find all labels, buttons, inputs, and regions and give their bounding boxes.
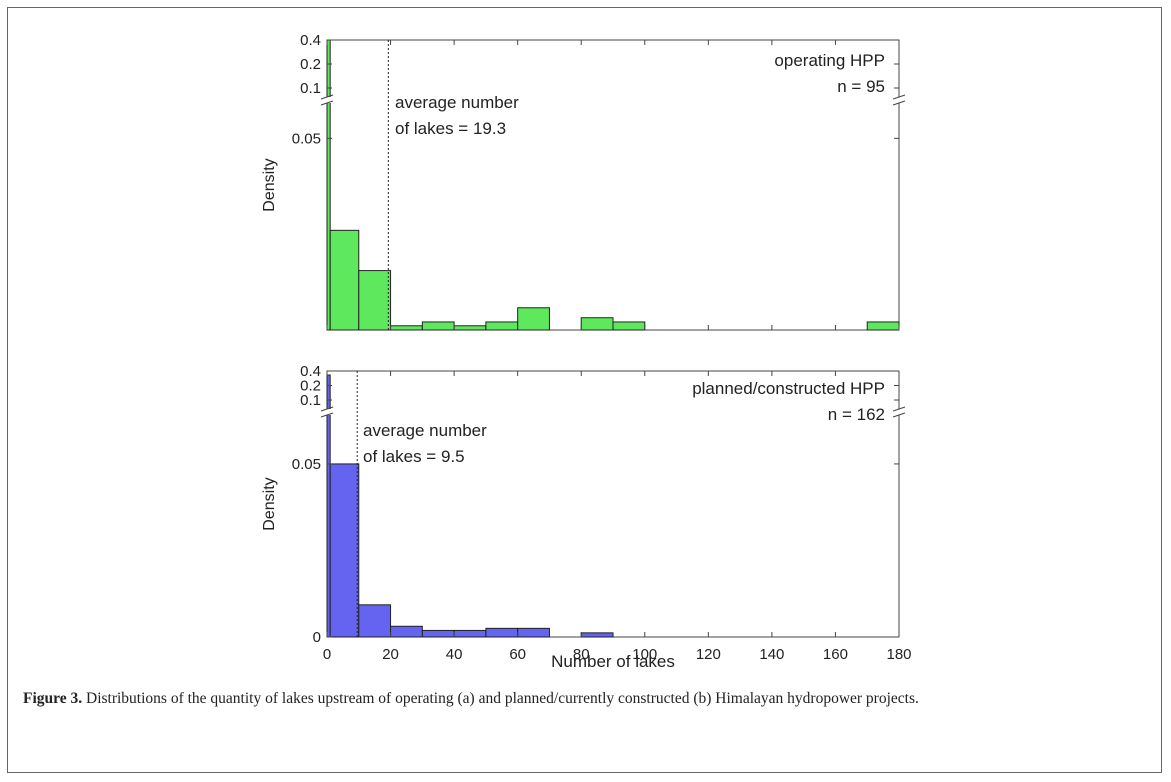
panel-a-break-gap-1 xyxy=(894,97,904,103)
panel-a-ytick-label-2: 0.2 xyxy=(300,56,321,73)
figure-caption: Figure 3. Distributions of the quantity … xyxy=(23,688,1143,709)
panel-b-xtick-label-1: 20 xyxy=(382,646,399,663)
panel-b-bar-1 xyxy=(329,463,360,638)
panel-b-bar-7 xyxy=(517,627,550,638)
panel-b-ytick-label-3: 0.2 xyxy=(300,378,321,395)
figure-frame xyxy=(7,7,1162,773)
panel-a-bar-3 xyxy=(390,325,423,331)
panel-b-axes-box xyxy=(326,370,900,638)
panel-a-bar-4 xyxy=(421,321,455,331)
panel-b-break-mark-bottom-1 xyxy=(892,412,906,418)
panel-a-ytick-label-3: 0.4 xyxy=(300,32,321,49)
panel-a-bar-10 xyxy=(612,321,646,331)
panel-a-bar-9 xyxy=(580,317,614,331)
panel-a-break-mark-bottom-0 xyxy=(320,100,334,106)
panel-b-xtick-label-4: 80 xyxy=(573,646,590,663)
panel-b-ytick-label-4: 0.4 xyxy=(300,363,321,380)
panel-a-annotation-title: operating HPP xyxy=(774,51,885,70)
panel-b-break-mark-top-1 xyxy=(892,406,906,412)
panel-b-break-gap-0 xyxy=(322,409,332,415)
panel-a-bar-5 xyxy=(453,325,487,331)
panel-b-bar-9 xyxy=(580,632,614,638)
panel-b-mean-label-1: average number xyxy=(363,421,487,440)
panel-a-axes-box xyxy=(326,39,900,331)
panel-a-ytick-label-1: 0.1 xyxy=(300,80,321,97)
panel-a-annotation-n: n = 95 xyxy=(837,77,885,96)
panel-a-bar-1 xyxy=(329,229,360,331)
panel-a-bar-11 xyxy=(866,321,900,331)
panel-b-mean-label-2: of lakes = 9.5 xyxy=(363,447,465,466)
panel-b-break-gap-1 xyxy=(894,409,904,415)
panel-b-annotation-title: planned/constructed HPP xyxy=(692,379,885,398)
panel-b-xtick-label-8: 160 xyxy=(823,646,848,663)
panel-b-xtick-label-9: 180 xyxy=(886,646,911,663)
panel-b-break-mark-top-0 xyxy=(320,406,334,412)
panel-b-bar-6 xyxy=(485,627,519,638)
panel-a-break-mark-top-1 xyxy=(892,94,906,100)
panel-a-bar-6 xyxy=(485,321,519,331)
panel-b-break-mark-bottom-0 xyxy=(320,412,334,418)
panel-a-break-mark-top-0 xyxy=(320,94,334,100)
panel-a-break-mark-bottom-1 xyxy=(892,100,906,106)
panel-a-mean-label-2: of lakes = 19.3 xyxy=(395,119,506,138)
panel-b-bar-3 xyxy=(390,625,423,638)
panel-b-xtick-label-0: 0 xyxy=(323,646,331,663)
panel-a-ytick-label-0: 0.05 xyxy=(292,130,321,147)
panel-b-xtick-label-2: 40 xyxy=(446,646,463,663)
panel-b-ytick-label-0: 0 xyxy=(313,629,321,646)
panel-a-bar-7 xyxy=(517,307,550,331)
panel-b-ylabel: Density xyxy=(261,477,278,530)
panel-b-bar-2 xyxy=(358,604,392,638)
panel-b-xtick-label-3: 60 xyxy=(509,646,526,663)
panel-b-bar-4 xyxy=(421,629,455,638)
panel-b-bar-5 xyxy=(453,629,487,638)
panel-a-bar-2 xyxy=(358,270,392,331)
panel-b-xlabel: Number of lakes xyxy=(551,652,675,671)
panel-a-break-gap-0 xyxy=(322,97,332,103)
panel-b-ytick-label-1: 0.05 xyxy=(292,456,321,473)
panel-b-xtick-label-7: 140 xyxy=(759,646,784,663)
panel-a-mean-label-1: average number xyxy=(395,93,519,112)
panel-b-xtick-label-6: 120 xyxy=(696,646,721,663)
caption-text: Distributions of the quantity of lakes u… xyxy=(86,690,919,707)
panel-b-annotation-n: n = 162 xyxy=(828,405,885,424)
panel-b-xtick-label-5: 100 xyxy=(632,646,657,663)
caption-label: Figure 3. xyxy=(23,690,83,707)
panel-b-ytick-label-2: 0.1 xyxy=(300,392,321,409)
panel-a-ylabel: Density xyxy=(261,158,278,211)
